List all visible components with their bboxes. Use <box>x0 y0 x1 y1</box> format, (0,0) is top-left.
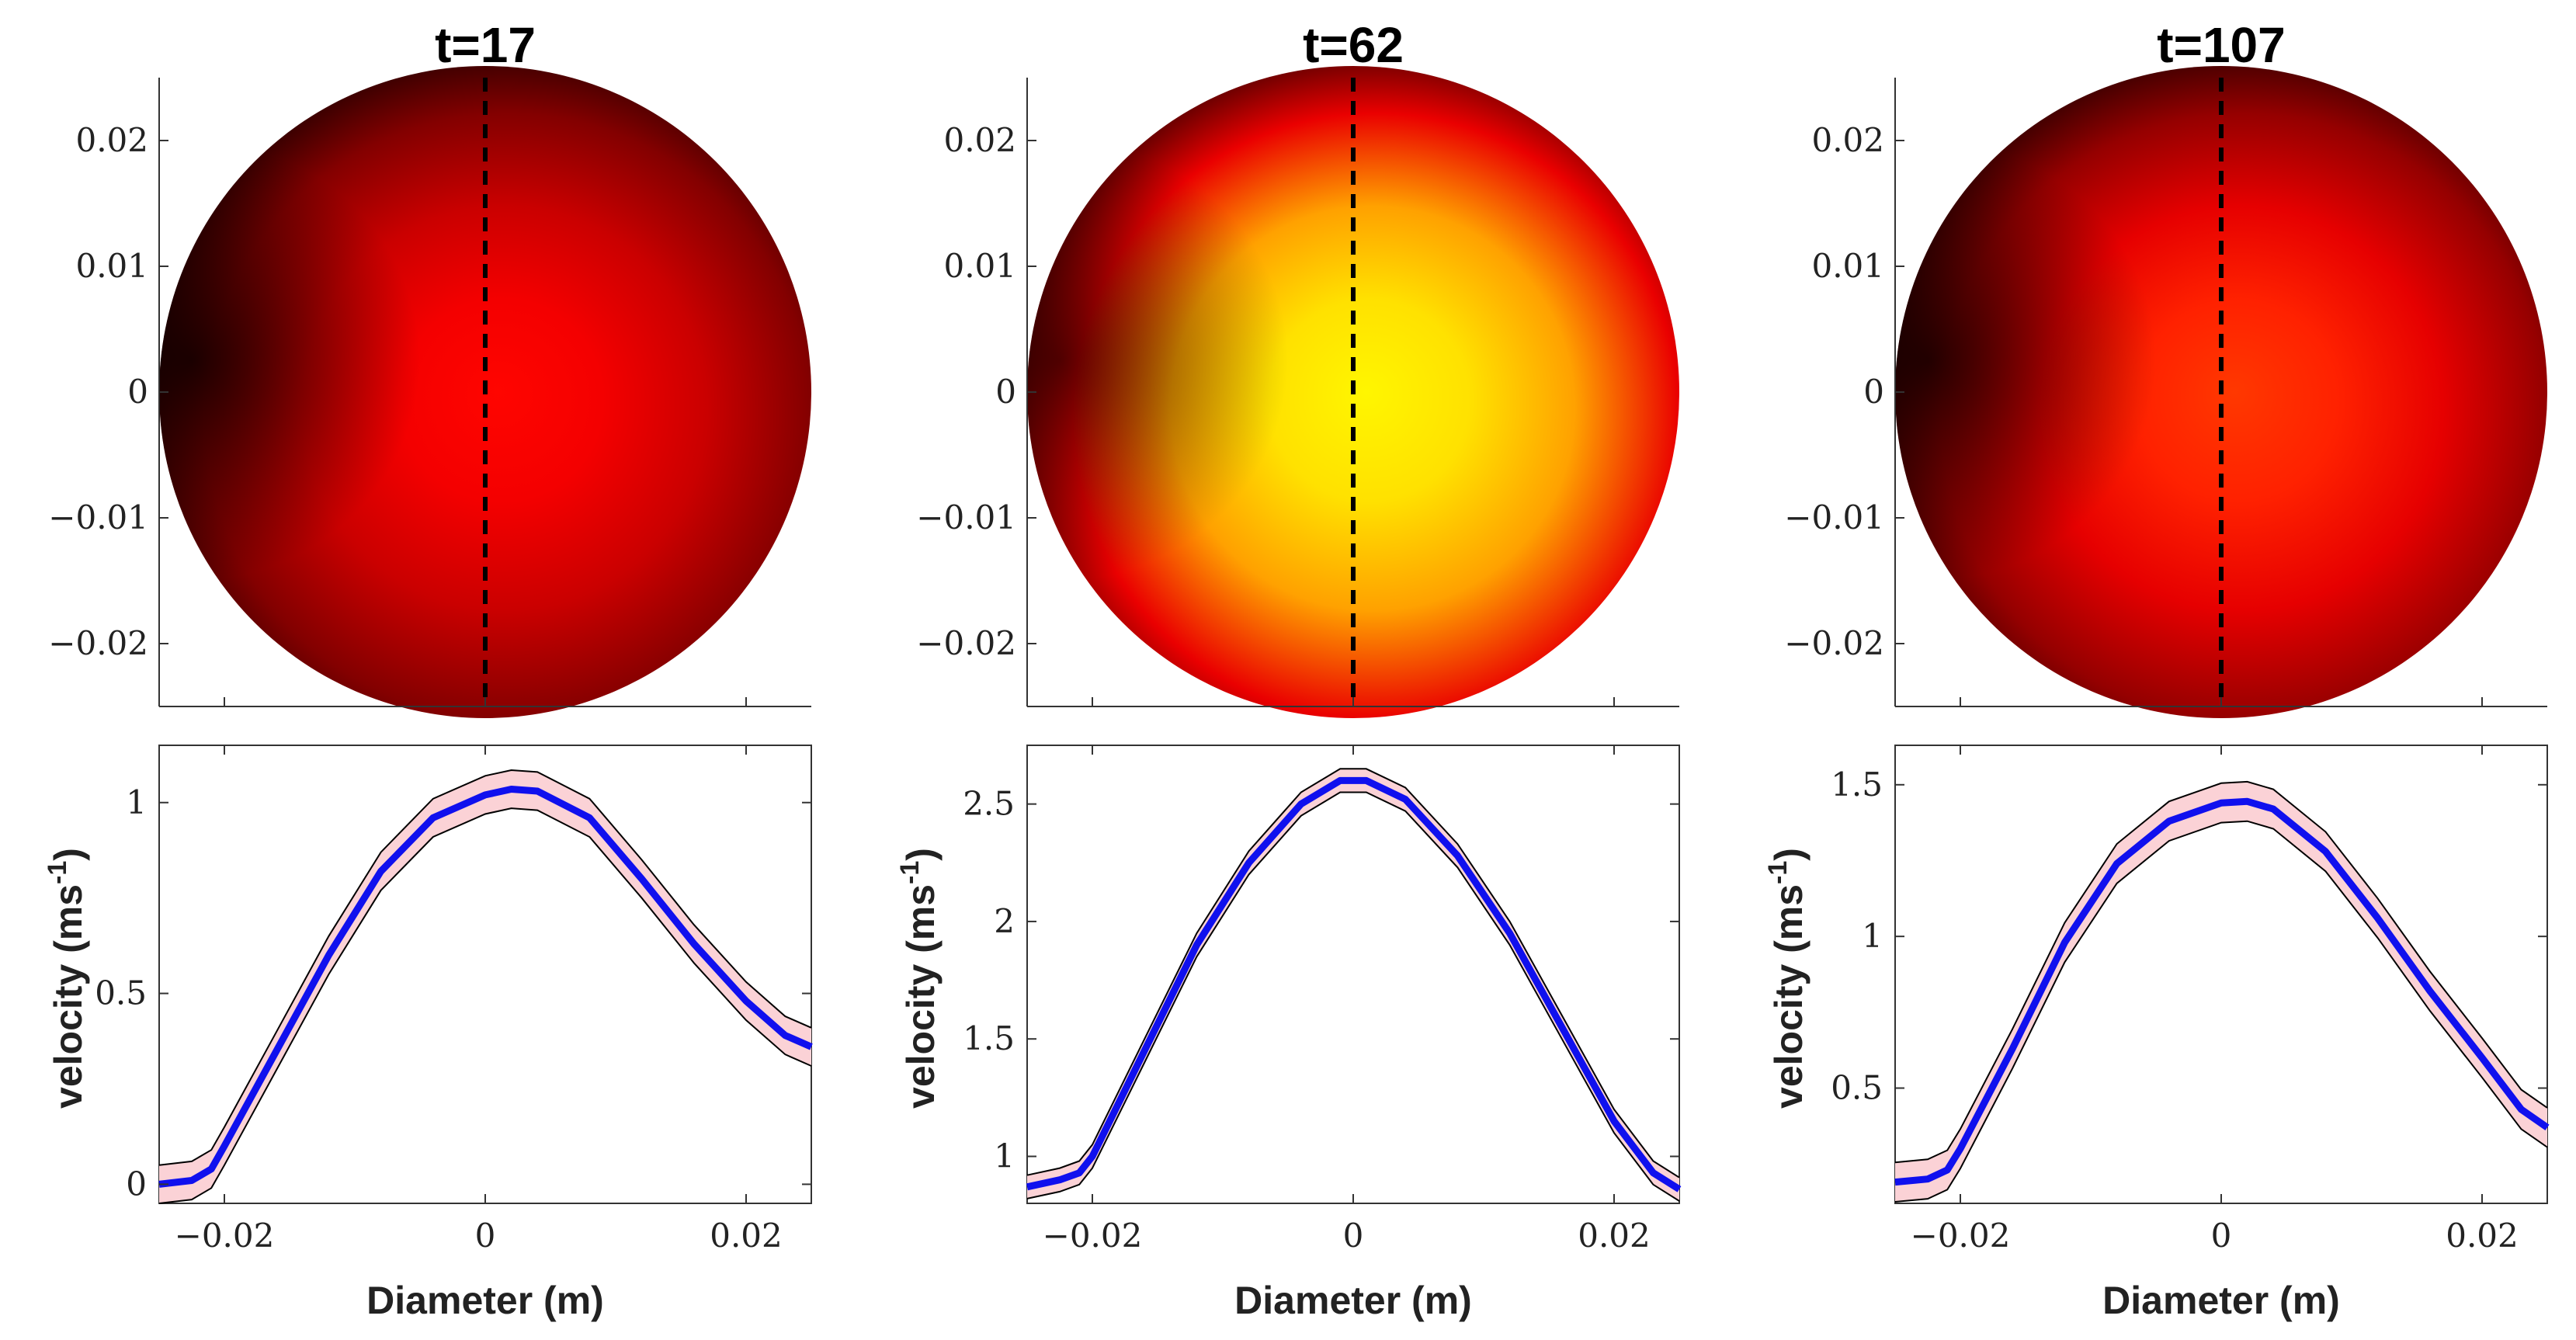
band-lower-edge <box>1026 791 1680 1202</box>
x-axis-label: Diameter (m) <box>1234 1279 1472 1322</box>
y-tick-label: −0.02 <box>48 624 148 662</box>
panel-title: t=62 <box>1303 17 1404 73</box>
velocity-line <box>1894 797 2550 1186</box>
y-axis-label-superscript: -1 <box>1763 861 1793 884</box>
confidence-band <box>159 770 811 1203</box>
band-lower-edge <box>158 807 812 1204</box>
y-tick-label: 1 <box>126 783 147 821</box>
heatmap-panel-2: t=62 0.02 0.01 0 −0.01 −0.02 <box>916 17 1679 718</box>
y-axis-label-suffix: ) <box>47 848 90 861</box>
x-tick-label: 0.02 <box>2446 1217 2519 1255</box>
y-axis-label-main: velocity (ms <box>47 884 90 1109</box>
y-tick-label: 0.02 <box>943 121 1016 159</box>
x-axis-label: Diameter (m) <box>2102 1279 2340 1322</box>
heatmap-panel-1: t=17 0.02 0.01 0 −0.01 −0.02 <box>48 17 811 718</box>
y-tick-label: 0 <box>126 1165 147 1203</box>
velocity-line <box>158 786 813 1188</box>
x-axis-label: Diameter (m) <box>366 1279 604 1322</box>
x-tick-label: 0.02 <box>1578 1217 1651 1255</box>
confidence-band <box>1895 781 2547 1202</box>
y-tick-label: 1.5 <box>963 1019 1015 1057</box>
y-axis-label-suffix: ) <box>1767 848 1810 861</box>
x-tick-label: 0 <box>1343 1217 1364 1255</box>
y-tick-label: 1 <box>1862 917 1883 955</box>
y-tick-label: 0 <box>127 373 148 411</box>
velocity-panel-1: Diameter (m) velocity (ms-1) 0 0.5 1 −0.02 0… <box>43 745 813 1322</box>
y-tick-label: −0.01 <box>1784 498 1884 536</box>
y-axis-label-superscript: -1 <box>895 861 925 884</box>
confidence-band <box>1027 769 1679 1201</box>
plot-frame <box>1026 745 1680 1204</box>
y-tick-label: 2 <box>994 902 1015 940</box>
x-tick-label: −0.02 <box>175 1217 275 1255</box>
y-axis-label-main: velocity (ms <box>1767 884 1810 1109</box>
band-lower-edge <box>1894 820 2548 1203</box>
x-tick-label: 0 <box>475 1217 496 1255</box>
y-tick-label: 0.02 <box>1811 121 1884 159</box>
y-tick-label: −0.02 <box>1784 624 1884 662</box>
panel-title: t=107 <box>2157 17 2285 73</box>
y-tick-label: 0.5 <box>95 974 147 1012</box>
band-upper-edge <box>1894 780 2548 1164</box>
y-tick-label: 0.01 <box>75 247 148 285</box>
heatmap-panel-3: t=107 0.02 0.01 0 −0.01 −0.02 <box>1784 17 2547 718</box>
y-tick-label: −0.02 <box>916 624 1016 662</box>
y-tick-label: 1.5 <box>1831 765 1883 804</box>
velocity-panel-3: Diameter (m) velocity (ms-1) 0.5 1 1.5 −0.0… <box>1763 745 2550 1322</box>
y-tick-label: −0.01 <box>48 498 148 536</box>
y-axis-label: velocity (ms-1) <box>43 848 90 1109</box>
band-upper-edge <box>1026 768 1680 1179</box>
y-axis-label-superscript: -1 <box>43 861 72 884</box>
panel-title: t=17 <box>435 17 536 73</box>
x-tick-label: 0 <box>2211 1217 2232 1255</box>
y-axis-label: velocity (ms-1) <box>895 848 943 1109</box>
y-tick-label: 2.5 <box>963 785 1015 823</box>
y-tick-label: 1 <box>994 1137 1015 1175</box>
y-axis-label: velocity (ms-1) <box>1763 848 1810 1109</box>
velocity-panel-2: Diameter (m) velocity (ms-1) 1 1.5 2 2.5 −0.… <box>895 745 1682 1322</box>
y-axis-label-suffix: ) <box>899 848 943 861</box>
y-tick-label: 0.02 <box>75 121 148 159</box>
y-tick-label: 0 <box>995 373 1016 411</box>
x-tick-label: −0.02 <box>1043 1217 1143 1255</box>
y-tick-label: 0.5 <box>1831 1069 1883 1107</box>
y-tick-label: 0.01 <box>1811 247 1884 285</box>
y-axis-label-main: velocity (ms <box>899 884 943 1109</box>
band-upper-edge <box>158 769 812 1166</box>
y-tick-label: 0.01 <box>943 247 1016 285</box>
x-tick-label: 0.02 <box>710 1217 783 1255</box>
x-tick-label: −0.02 <box>1911 1217 2011 1255</box>
velocity-line <box>1026 776 1682 1192</box>
y-tick-label: 0 <box>1863 373 1884 411</box>
y-tick-label: −0.01 <box>916 498 1016 536</box>
